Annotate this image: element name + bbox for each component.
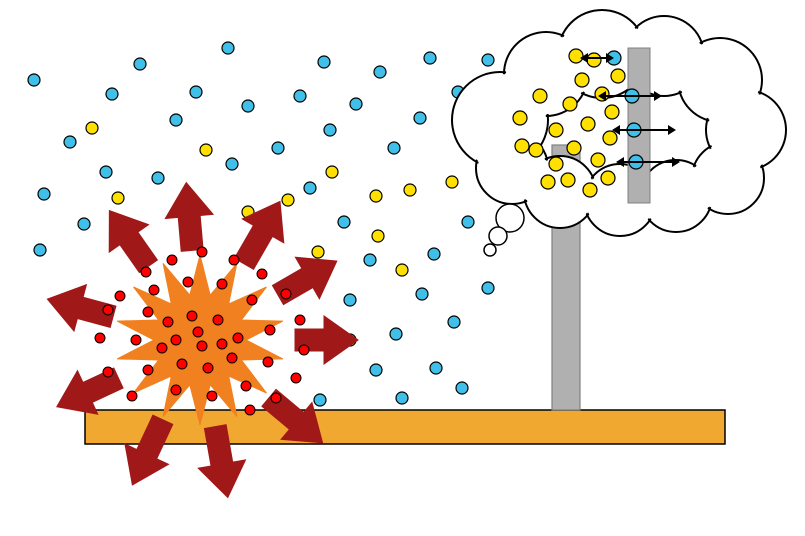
diagram-canvas (0, 0, 805, 536)
ground-bar (85, 410, 725, 444)
